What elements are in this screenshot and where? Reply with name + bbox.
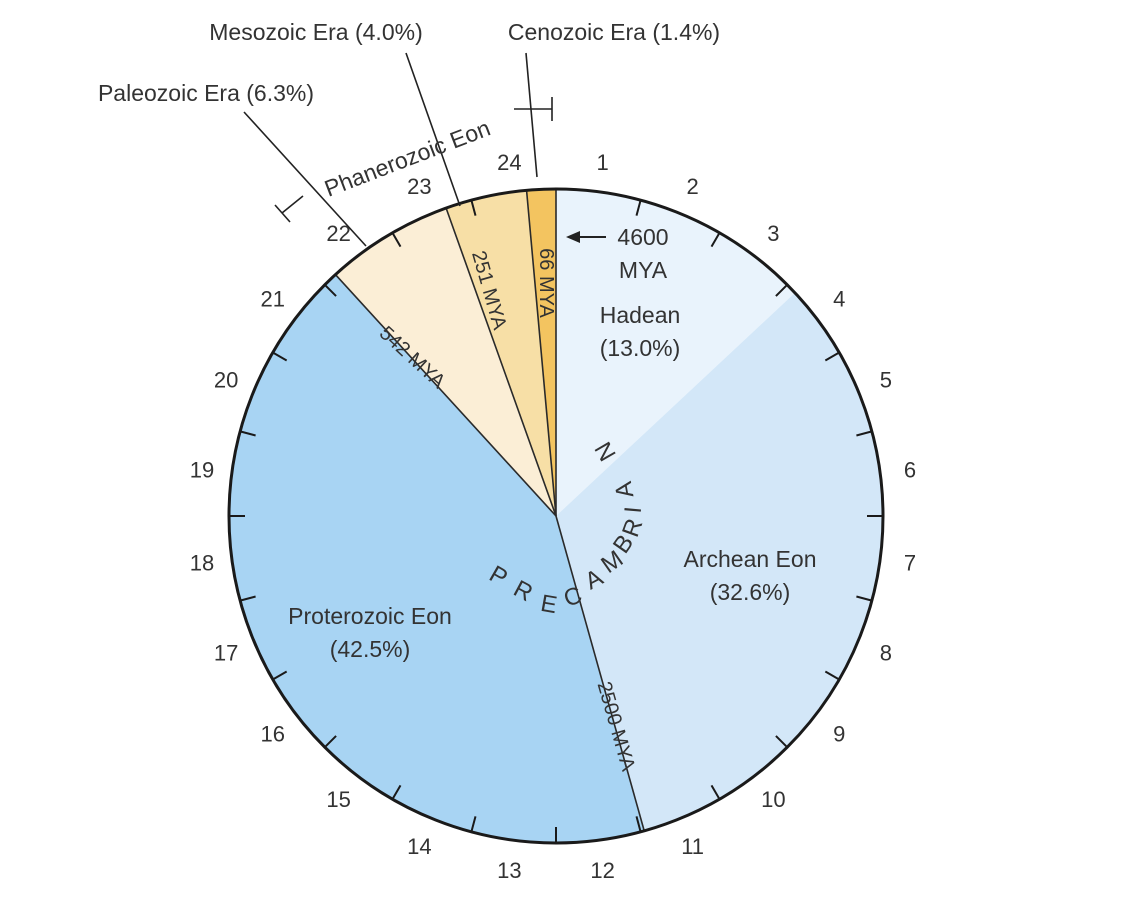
sector-archean-eon — [556, 292, 884, 831]
hadean-percent: (13.0%) — [600, 335, 681, 361]
hour-number-6: 6 — [904, 457, 916, 482]
hour-ticks — [228, 198, 884, 844]
hour-tick — [470, 198, 477, 216]
hour-number-20: 20 — [214, 367, 238, 392]
hour-tick — [271, 351, 288, 362]
hour-tick — [635, 198, 642, 216]
hour-tick — [323, 283, 337, 297]
archean-percent: (32.6%) — [710, 579, 791, 605]
hour-tick — [824, 351, 841, 362]
sector-paleozoic-era — [335, 208, 556, 516]
clock-outline — [227, 187, 885, 845]
start-arrow-icon — [566, 231, 606, 243]
hour-number-19: 19 — [190, 457, 214, 482]
hour-number-4: 4 — [833, 287, 845, 312]
hour-number-10: 10 — [761, 787, 785, 812]
hour-number-18: 18 — [190, 551, 214, 576]
start-time-value: 4600 — [617, 224, 668, 250]
boundary-line-251 — [445, 207, 557, 517]
start-time-unit: MYA — [619, 257, 668, 283]
hour-number-13: 13 — [497, 858, 521, 883]
hour-tick — [635, 816, 642, 834]
hour-number-14: 14 — [407, 834, 431, 859]
hour-tick — [775, 735, 789, 749]
hadean-label: Hadean — [600, 302, 681, 328]
mesozoic-callout: Mesozoic Era (4.0%) — [209, 19, 422, 45]
hour-tick — [775, 283, 789, 297]
paleozoic-callout: Paleozoic Era (6.3%) — [98, 80, 314, 106]
hour-tick — [238, 595, 256, 602]
hour-number-3: 3 — [767, 221, 779, 246]
hour-number-12: 12 — [590, 858, 614, 883]
hour-number-17: 17 — [214, 641, 238, 666]
hour-tick — [856, 595, 874, 602]
hour-number-15: 15 — [326, 787, 350, 812]
boundary-line-542 — [334, 274, 557, 517]
hour-number-9: 9 — [833, 721, 845, 746]
cenozoic-callout: Cenozoic Era (1.4%) — [508, 19, 720, 45]
hour-number-2: 2 — [686, 174, 698, 199]
hour-number-16: 16 — [261, 721, 285, 746]
boundary-line-2500 — [555, 515, 645, 832]
proterozoic-label: Proterozoic Eon — [288, 603, 452, 629]
boundary-label-66: 66 MYA — [535, 248, 557, 318]
hour-number-23: 23 — [407, 174, 431, 199]
sectors — [228, 189, 884, 844]
sector-mesozoic-era — [446, 190, 556, 516]
hour-tick — [710, 784, 721, 801]
hour-tick — [271, 670, 288, 681]
hour-number-1: 1 — [596, 150, 608, 175]
hour-number-24: 24 — [497, 150, 521, 175]
hour-number-21: 21 — [261, 287, 285, 312]
archean-label: Archean Eon — [684, 546, 817, 572]
precambrian-letter: A — [610, 479, 640, 500]
boundary-line-66 — [525, 190, 557, 517]
sector-proterozoic-eon — [228, 274, 645, 844]
hour-tick — [391, 231, 402, 248]
phanerozoic-bracket — [274, 97, 553, 223]
hour-number-8: 8 — [880, 641, 892, 666]
era-leader-lines — [243, 52, 538, 247]
precambrian-letter: E — [539, 590, 560, 620]
hour-tick — [710, 231, 721, 248]
hour-tick — [470, 816, 477, 834]
hour-number-11: 11 — [681, 834, 704, 859]
precambrian-letter: I — [620, 504, 648, 514]
hour-tick — [824, 670, 841, 681]
hour-tick — [856, 430, 874, 437]
hour-number-5: 5 — [880, 367, 892, 392]
proterozoic-percent: (42.5%) — [330, 636, 411, 662]
hour-number-7: 7 — [904, 551, 916, 576]
hour-tick — [391, 784, 402, 801]
hour-tick — [238, 430, 256, 437]
sector-hadean — [556, 189, 795, 516]
hour-tick — [323, 735, 337, 749]
